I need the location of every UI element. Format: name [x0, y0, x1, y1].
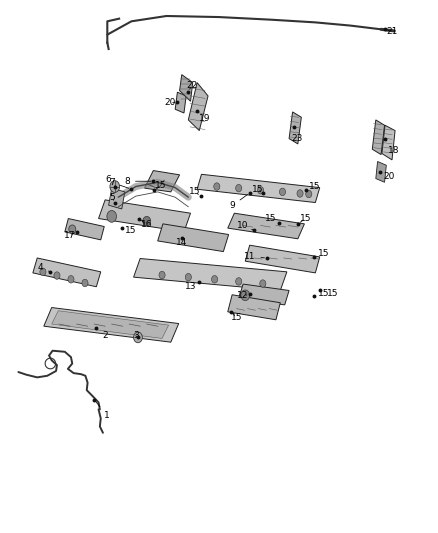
- Polygon shape: [197, 174, 320, 203]
- Text: 23: 23: [291, 127, 303, 143]
- Polygon shape: [188, 83, 208, 131]
- Text: 10: 10: [237, 222, 254, 230]
- Circle shape: [260, 280, 266, 287]
- Text: 1: 1: [96, 402, 110, 420]
- Text: 15: 15: [155, 181, 167, 190]
- Circle shape: [236, 278, 242, 285]
- Text: 15: 15: [252, 185, 263, 193]
- Circle shape: [68, 276, 74, 283]
- Text: 7: 7: [109, 178, 129, 188]
- Circle shape: [159, 271, 165, 279]
- Text: 15: 15: [300, 214, 311, 223]
- Circle shape: [212, 276, 218, 283]
- Text: 21: 21: [386, 28, 398, 36]
- Text: 22: 22: [186, 81, 198, 90]
- Text: 20: 20: [164, 98, 176, 107]
- Polygon shape: [109, 188, 125, 209]
- Circle shape: [279, 188, 286, 196]
- Polygon shape: [99, 200, 191, 232]
- Text: 6: 6: [106, 175, 115, 187]
- Text: 4: 4: [38, 263, 50, 272]
- Text: 15: 15: [122, 226, 136, 235]
- Circle shape: [306, 190, 312, 198]
- Text: 15: 15: [306, 182, 320, 191]
- Circle shape: [236, 184, 242, 192]
- Polygon shape: [289, 112, 301, 144]
- Circle shape: [54, 272, 60, 279]
- Polygon shape: [239, 284, 289, 305]
- Polygon shape: [44, 308, 179, 342]
- Polygon shape: [382, 125, 395, 160]
- Text: 15: 15: [320, 289, 339, 297]
- Text: 3: 3: [133, 332, 139, 340]
- Text: 5: 5: [109, 193, 115, 201]
- Text: 18: 18: [386, 141, 400, 155]
- Polygon shape: [33, 258, 101, 287]
- Text: 19: 19: [197, 111, 211, 123]
- Text: 17: 17: [64, 231, 75, 240]
- Text: 13: 13: [185, 282, 199, 291]
- Text: 15: 15: [314, 249, 329, 257]
- Circle shape: [82, 279, 88, 287]
- Polygon shape: [245, 245, 320, 273]
- Circle shape: [214, 183, 220, 190]
- Polygon shape: [52, 311, 169, 338]
- Circle shape: [143, 216, 151, 226]
- Polygon shape: [175, 92, 186, 113]
- Circle shape: [69, 225, 76, 233]
- Text: 15: 15: [231, 313, 242, 322]
- Circle shape: [134, 332, 142, 343]
- Text: 8: 8: [124, 177, 151, 185]
- Text: 14: 14: [176, 238, 187, 247]
- Polygon shape: [134, 259, 287, 290]
- Polygon shape: [376, 161, 386, 182]
- Circle shape: [185, 273, 191, 281]
- Polygon shape: [158, 224, 229, 252]
- Text: 15: 15: [189, 188, 201, 196]
- Circle shape: [297, 190, 303, 197]
- Circle shape: [107, 211, 117, 222]
- Polygon shape: [228, 213, 304, 239]
- Text: 2: 2: [96, 328, 108, 340]
- Circle shape: [110, 181, 120, 192]
- Circle shape: [258, 187, 264, 194]
- Polygon shape: [228, 295, 280, 320]
- Text: 12: 12: [237, 292, 249, 300]
- Circle shape: [241, 290, 250, 301]
- Text: 15: 15: [265, 214, 279, 223]
- Polygon shape: [180, 75, 193, 101]
- Text: 15: 15: [314, 289, 329, 297]
- Text: 9: 9: [229, 195, 247, 210]
- Polygon shape: [65, 219, 104, 240]
- Polygon shape: [372, 120, 385, 155]
- Text: 11: 11: [244, 253, 265, 261]
- Circle shape: [40, 268, 46, 276]
- Polygon shape: [145, 171, 180, 192]
- Text: 20: 20: [380, 172, 395, 181]
- Text: 16: 16: [141, 220, 152, 229]
